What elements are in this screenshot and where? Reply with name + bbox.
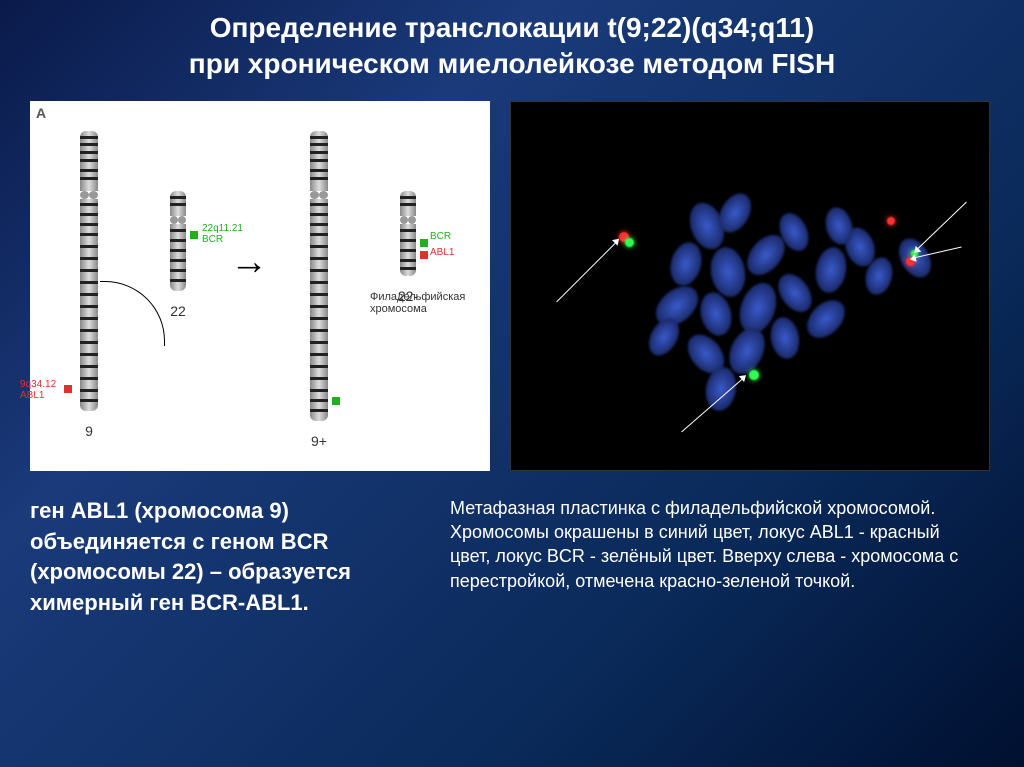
chromosome-blob [768, 315, 803, 361]
fish-signal [625, 238, 634, 247]
fish-arrow-icon [916, 201, 967, 250]
chr-label-22: 22 [165, 303, 191, 319]
gene-label: 9q34.12ABL1 [20, 379, 56, 401]
gene-label: BCR [430, 231, 451, 242]
translocation-arrow-icon: → [230, 241, 268, 284]
slide-title: Определение транслокации t(9;22)(q34;q11… [0, 0, 1024, 91]
chromosome-blob [812, 245, 850, 296]
translocation-diagram: A 9229+22-9q34.12ABL122q11.21BCRBCRABL1→… [30, 101, 490, 471]
gene-marker [64, 385, 72, 393]
fish-signal [887, 217, 895, 225]
captions-row: ген ABL1 (хромосома 9) объединяется с ге… [0, 481, 1024, 634]
chromosome-blob [771, 268, 818, 318]
chr-label-9: 9 [75, 423, 103, 439]
gene-marker [190, 231, 198, 239]
gene-label: ABL1 [430, 247, 454, 258]
gene-marker [332, 397, 340, 405]
fish-signal [749, 370, 759, 380]
chr-label-9+: 9+ [305, 433, 333, 449]
left-caption: ген ABL1 (хромосома 9) объединяется с ге… [30, 496, 410, 619]
title-line-2: при хроническом миелолейкозе методом FIS… [189, 48, 835, 79]
right-caption: Метафазная пластинка с филадельфийской х… [450, 496, 970, 619]
chromosome-blob [666, 239, 706, 289]
chromosome-22 [170, 191, 186, 291]
philadelphia-label: Филадельфийскаяхромосома [370, 291, 465, 315]
fish-metaphase-image [510, 101, 990, 471]
chromosome-9+ [310, 131, 328, 421]
curve-arrow-icon [100, 281, 165, 346]
gene-marker [420, 239, 428, 247]
chromosome-9 [80, 131, 98, 411]
chromosome-blob [707, 244, 749, 299]
chromosome-22- [400, 191, 416, 276]
panel-label-a: A [36, 105, 46, 121]
fish-arrow-icon [556, 241, 617, 302]
left-panel: A 9229+22-9q34.12ABL122q11.21BCRBCRABL1→… [30, 101, 490, 471]
content-row: A 9229+22-9q34.12ABL122q11.21BCRBCRABL1→… [0, 91, 1024, 481]
right-panel [510, 101, 990, 471]
gene-marker [420, 251, 428, 259]
title-line-1: Определение транслокации t(9;22)(q34;q11… [210, 12, 815, 43]
